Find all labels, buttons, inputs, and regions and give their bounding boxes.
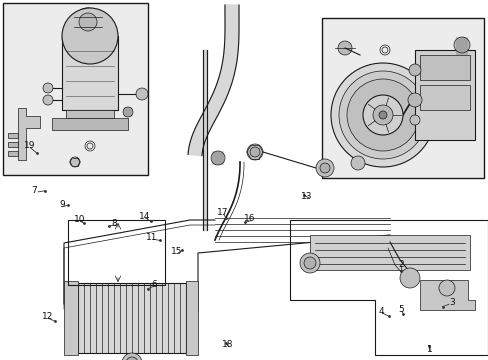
Text: 3: 3 [448,298,454,307]
Circle shape [315,159,333,177]
Bar [66,110,114,118]
Polygon shape [18,108,40,160]
Bar [96,283,102,353]
Text: 15: 15 [171,247,183,256]
Bar [90,283,96,353]
Bar [419,85,469,110]
Bar [108,283,114,353]
Bar [309,235,469,270]
Bar [102,283,108,353]
Bar [321,18,483,178]
Bar [185,281,198,355]
Circle shape [74,8,102,36]
Text: 14: 14 [138,212,150,220]
Text: 6: 6 [151,280,157,289]
Circle shape [409,115,419,125]
Bar [64,281,78,355]
Circle shape [43,95,53,105]
Polygon shape [8,151,18,156]
Bar [162,283,168,353]
Circle shape [126,357,138,360]
Polygon shape [8,142,18,147]
Polygon shape [188,5,239,156]
Text: 1: 1 [426,346,431,354]
Polygon shape [8,133,18,138]
Circle shape [70,157,80,167]
Text: 8: 8 [111,219,117,228]
Bar [143,283,150,353]
Bar [414,50,474,140]
Text: 4: 4 [378,307,384,316]
Bar [132,283,138,353]
Bar [168,283,174,353]
Circle shape [338,71,426,159]
Circle shape [337,41,351,55]
Bar [78,283,84,353]
Circle shape [346,79,418,151]
Bar [62,36,118,110]
Circle shape [210,151,224,165]
Bar [120,283,126,353]
Circle shape [136,88,148,100]
Circle shape [362,95,402,135]
Text: 5: 5 [397,305,403,314]
Bar [180,283,185,353]
Circle shape [43,83,53,93]
Text: 18: 18 [221,341,233,349]
Circle shape [330,63,434,167]
Circle shape [407,93,421,107]
Text: 12: 12 [42,312,54,321]
Bar [174,283,180,353]
Text: 13: 13 [301,192,312,201]
Bar [150,283,156,353]
Bar [138,283,143,353]
Polygon shape [419,280,474,310]
Bar [156,283,162,353]
Circle shape [304,257,315,269]
Bar [78,283,185,353]
Text: 17: 17 [216,208,228,217]
Circle shape [438,280,454,296]
Circle shape [319,163,329,173]
Circle shape [246,144,263,160]
Text: 19: 19 [23,141,35,150]
Bar [68,220,164,285]
Circle shape [350,156,364,170]
Bar [3,3,148,175]
Circle shape [408,64,420,76]
Bar [126,283,132,353]
Bar [114,283,120,353]
Text: 7: 7 [31,186,37,195]
Circle shape [123,107,133,117]
Circle shape [399,268,419,288]
Circle shape [372,105,392,125]
Circle shape [378,111,386,119]
Text: 16: 16 [243,215,255,223]
Text: 9: 9 [60,200,65,209]
Circle shape [122,353,142,360]
Text: 2: 2 [397,260,403,269]
Circle shape [249,147,260,157]
Bar [52,118,128,130]
Circle shape [62,8,118,64]
Bar [419,55,469,80]
Bar [84,283,90,353]
Text: 10: 10 [74,215,85,224]
Circle shape [453,37,469,53]
Circle shape [79,13,97,31]
Circle shape [299,253,319,273]
Text: 11: 11 [145,233,157,242]
